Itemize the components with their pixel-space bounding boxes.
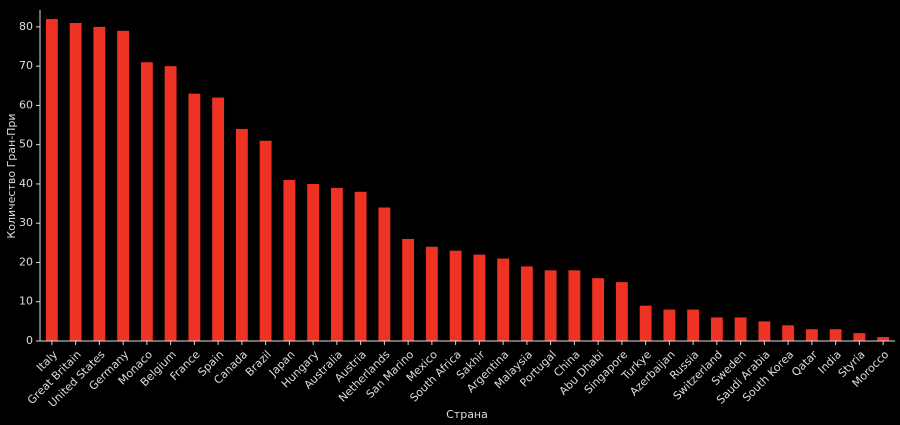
bar	[449, 250, 462, 341]
bar	[307, 183, 320, 341]
bar	[853, 333, 866, 341]
bar	[687, 309, 700, 341]
bar	[758, 321, 771, 341]
bar	[568, 270, 581, 341]
bar	[354, 191, 367, 341]
bar	[378, 207, 391, 341]
bar	[805, 329, 818, 341]
bar	[330, 187, 343, 341]
bar	[592, 278, 605, 341]
bar	[782, 325, 795, 341]
y-axis-label: Количество Гран-При	[5, 113, 18, 238]
bar	[212, 97, 225, 341]
bar	[164, 66, 177, 341]
bar	[235, 128, 248, 341]
y-tick-label: 10	[19, 295, 33, 308]
y-tick-label: 50	[19, 138, 33, 151]
bar	[45, 19, 58, 341]
bar	[639, 305, 652, 341]
y-tick-label: 80	[19, 20, 33, 33]
bar	[663, 309, 676, 341]
y-tick-label: 20	[19, 255, 33, 268]
bar	[615, 282, 628, 341]
bar	[734, 317, 747, 341]
bar	[283, 180, 296, 341]
y-tick-label: 40	[19, 177, 33, 190]
y-tick-label: 60	[19, 98, 33, 111]
bar	[117, 30, 130, 341]
bar	[520, 266, 533, 341]
bar	[140, 62, 153, 341]
bar	[710, 317, 723, 341]
x-axis-label: Страна	[446, 408, 488, 421]
bar	[259, 140, 272, 341]
bar	[69, 22, 82, 341]
bar	[544, 270, 557, 341]
bar	[829, 329, 842, 341]
bar	[473, 254, 486, 341]
bar	[402, 238, 415, 341]
y-tick-label: 70	[19, 59, 33, 72]
y-tick-label: 0	[26, 334, 33, 347]
bar	[877, 337, 890, 341]
bar	[497, 258, 510, 341]
bar	[93, 26, 106, 341]
y-tick-label: 30	[19, 216, 33, 229]
bar	[188, 93, 201, 341]
bar	[425, 246, 438, 341]
